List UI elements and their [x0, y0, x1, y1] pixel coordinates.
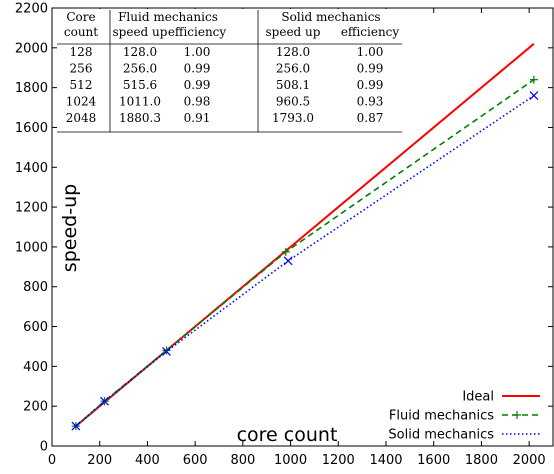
x-tick-label: 400 [135, 453, 160, 468]
x-tick-label: 200 [87, 453, 112, 468]
legend-label: Fluid mechanics [389, 409, 494, 424]
data-point-1 [529, 75, 538, 84]
table-cell: 0.99 [184, 78, 211, 92]
table-cell: 1011.0 [119, 95, 161, 109]
table-column-header: efficiency [341, 25, 400, 39]
y-tick-label: 2000 [15, 41, 48, 56]
legend: Ideal Fluid mechanics Solid mechanics [376, 383, 546, 443]
table-cell: 1.00 [184, 45, 211, 59]
table-cell: 1880.3 [119, 111, 161, 125]
table-column-header: speed up [266, 25, 321, 39]
data-point-1 [281, 247, 290, 256]
y-tick-label: 200 [23, 400, 48, 415]
data-point-2 [100, 396, 109, 406]
x-tick-label: 1000 [274, 453, 307, 468]
table-cell: 128.0 [276, 45, 310, 59]
x-tick-label: 2000 [513, 453, 546, 468]
series-line-0 [75, 43, 535, 427]
plot-frame [51, 7, 554, 447]
table-cell: 515.6 [123, 78, 157, 92]
y-tick-label: 2200 [15, 2, 48, 17]
x-tick-label: 0 [48, 453, 56, 468]
table-cell: 0.98 [184, 95, 211, 109]
data-point-2 [529, 91, 539, 101]
y-tick-label: 400 [23, 360, 48, 375]
y-tick-label: 1200 [15, 201, 48, 216]
y-tick-label: 1800 [15, 81, 48, 96]
y-tick-label: 1600 [15, 121, 48, 136]
table-cell: 256.0 [123, 62, 157, 76]
y-tick-label: 600 [23, 320, 48, 335]
x-tick-label: 1200 [322, 453, 355, 468]
data-point-2 [283, 256, 293, 266]
table-cell: 2048 [66, 111, 97, 125]
table-core-header: count [64, 25, 98, 39]
x-tick-label: 1800 [465, 453, 498, 468]
table-core-header: Core [66, 10, 95, 24]
y-tick-label: 1400 [15, 161, 48, 176]
legend-label: Ideal [462, 390, 494, 405]
legend-label: Solid mechanics [388, 428, 494, 443]
y-tick-label: 1000 [15, 240, 48, 255]
x-axis-label: core count [237, 424, 338, 446]
table-cell: 256 [70, 62, 93, 76]
table-cell: 0.99 [357, 78, 384, 92]
legend-box [376, 383, 546, 441]
plot-area [71, 43, 539, 431]
table-cell: 1.00 [357, 45, 384, 59]
table-group-header: Fluid mechanics [118, 10, 218, 24]
y-tick-label: 0 [40, 440, 48, 455]
table-cell: 1024 [66, 95, 97, 109]
table-column-header: speed up [113, 25, 168, 39]
y-tick-label: 800 [23, 280, 48, 295]
table-cell: 0.93 [357, 95, 384, 109]
table-background [57, 9, 402, 132]
axes: 0 200 400 600 800 1000 1200 1400 1600 1800 2000 0 20… [15, 2, 554, 468]
table-cell: 960.5 [276, 95, 310, 109]
table-cell: 0.99 [357, 62, 384, 76]
data-point-2 [162, 347, 171, 356]
data-point-2 [71, 421, 81, 431]
data-point-1 [162, 346, 171, 355]
table-column-header: efficiency [168, 25, 227, 39]
table-cell: 128.0 [123, 45, 157, 59]
table-cell: 0.87 [357, 111, 384, 125]
x-tick-label: 800 [230, 453, 255, 468]
y-axis-label: speed-up [59, 184, 81, 272]
table-cell: 508.1 [276, 78, 310, 92]
series-line-2 [75, 94, 535, 427]
table-group-header: Solid mechanics [281, 10, 380, 24]
table-cell: 512 [70, 78, 93, 92]
table-cell: 256.0 [276, 62, 310, 76]
table-cell: 1793.0 [272, 111, 314, 125]
table-cell: 0.91 [184, 111, 211, 125]
x-tick-label: 1400 [369, 453, 402, 468]
x-tick-label: 1600 [417, 453, 450, 468]
x-tick-label: 600 [183, 453, 208, 468]
table-cell: 0.99 [184, 62, 211, 76]
table-cell: 128 [70, 45, 93, 59]
